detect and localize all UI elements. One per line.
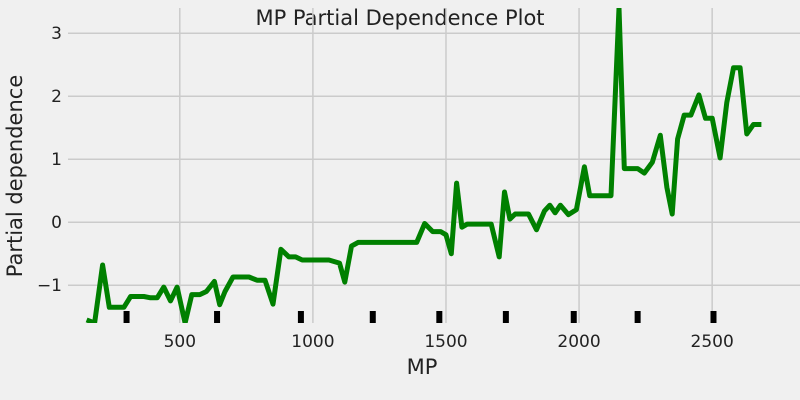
x-tick-label: 1000 bbox=[291, 332, 334, 352]
chart-title: MP Partial Dependence Plot bbox=[255, 6, 544, 30]
y-tick-label: 2 bbox=[51, 87, 62, 107]
y-tick-label: 3 bbox=[51, 24, 62, 44]
rug-tick bbox=[297, 311, 304, 323]
rug-tick bbox=[123, 311, 130, 323]
rug-tick bbox=[369, 311, 376, 323]
rug-tick bbox=[214, 311, 221, 323]
x-axis-label: MP bbox=[407, 355, 438, 379]
line-layer bbox=[85, 8, 762, 323]
rug-tick bbox=[570, 311, 577, 323]
x-tick-label: 1500 bbox=[424, 332, 467, 352]
x-tick-label: 500 bbox=[164, 332, 196, 352]
partial-dependence-line bbox=[85, 8, 762, 323]
x-tick-label: 2000 bbox=[557, 332, 600, 352]
rug-tick bbox=[710, 311, 717, 323]
y-tick-label: 0 bbox=[51, 213, 62, 233]
rug-ticks bbox=[123, 311, 717, 323]
x-tick-label: 2500 bbox=[691, 332, 734, 352]
rug-tick bbox=[634, 311, 641, 323]
tick-labels: 500 1000 1500 2000 2500 −1 0 1 2 3 bbox=[37, 24, 734, 352]
rug-tick bbox=[502, 311, 509, 323]
y-axis-label: Partial dependence bbox=[3, 75, 27, 278]
rug-tick bbox=[436, 311, 443, 323]
y-tick-label: 1 bbox=[51, 150, 62, 170]
grid bbox=[68, 8, 800, 323]
y-tick-label: −1 bbox=[37, 276, 62, 296]
